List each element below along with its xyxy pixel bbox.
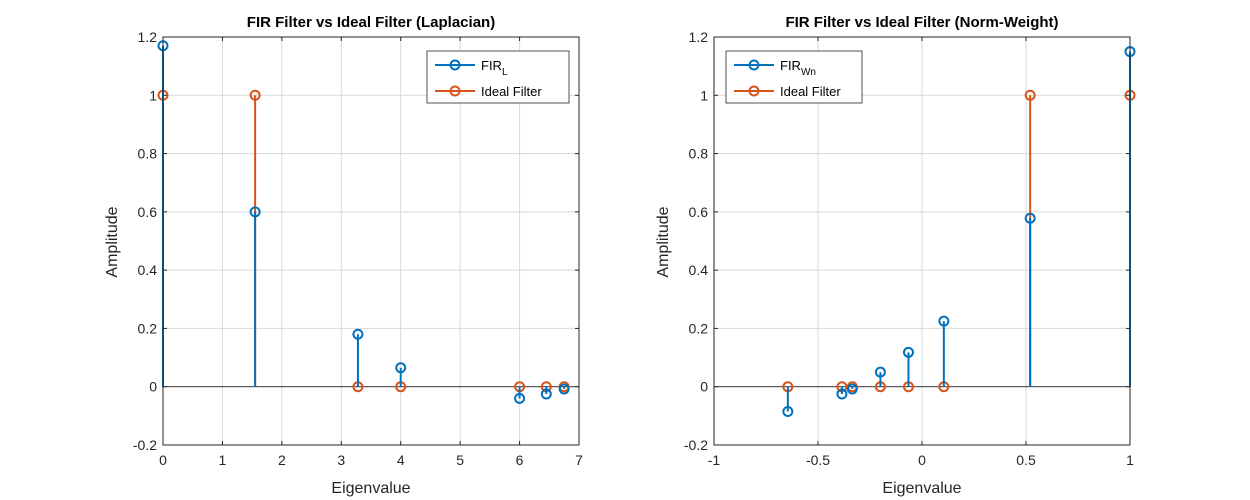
marker-fir bbox=[836, 388, 848, 400]
x-axis-label: Eigenvalue bbox=[882, 480, 961, 497]
plot-frame bbox=[162, 36, 580, 446]
y-tick-label: 0 bbox=[700, 379, 708, 395]
legend-label-fir-main: FIR bbox=[780, 58, 801, 73]
chart-title: FIR Filter vs Ideal Filter (Norm-Weight) bbox=[785, 14, 1058, 31]
y-tick-label: 0.8 bbox=[138, 146, 158, 162]
y-tick-label: 0.8 bbox=[689, 146, 709, 162]
x-tick-label: -1 bbox=[708, 452, 721, 468]
legend-label-fir-main: FIR bbox=[481, 58, 502, 73]
legend-marker-fir bbox=[748, 59, 760, 71]
marker-fir bbox=[782, 405, 794, 417]
y-axis-label: Amplitude bbox=[104, 206, 121, 277]
legend-label-fir-sub: L bbox=[502, 67, 508, 78]
marker-fir bbox=[1024, 212, 1036, 224]
y-tick-label: 1 bbox=[700, 87, 708, 103]
legend-label-ideal: Ideal Filter bbox=[481, 84, 542, 99]
marker-fir bbox=[352, 328, 364, 340]
legend-label-ideal: Ideal Filter bbox=[780, 84, 841, 99]
y-tick-label: 0.2 bbox=[138, 320, 158, 336]
x-tick-label: 4 bbox=[397, 452, 405, 468]
y-tick-label: 1 bbox=[149, 87, 157, 103]
marker-fir bbox=[395, 362, 407, 374]
marker-fir bbox=[902, 346, 914, 358]
x-tick-label: 5 bbox=[456, 452, 464, 468]
legend-marker-ideal bbox=[449, 85, 461, 97]
ticks: -1 -0.5 0 0.5 1 -0.2 0 0.2 0.4 0.6 0.8 1 1.2 bbox=[684, 29, 1134, 468]
marker-fir bbox=[514, 392, 526, 404]
x-tick-label: -0.5 bbox=[806, 452, 830, 468]
chart-norm-weight: FIR Filter vs Ideal Filter (Norm-Weight)… bbox=[655, 14, 1136, 497]
legend-label-fir: FIRWn bbox=[780, 58, 816, 78]
legend-box bbox=[725, 50, 863, 104]
legend-label-fir: FIRL bbox=[481, 58, 508, 78]
y-tick-label: 0.2 bbox=[689, 320, 709, 336]
y-axis-label: Amplitude bbox=[655, 206, 672, 277]
x-tick-label: 7 bbox=[575, 452, 583, 468]
x-tick-label: 0 bbox=[159, 452, 167, 468]
x-axis-label: Eigenvalue bbox=[331, 480, 410, 497]
y-tick-label: 0 bbox=[149, 379, 157, 395]
legend: FIRWn Ideal Filter bbox=[725, 50, 863, 104]
marker-ideal bbox=[1024, 89, 1036, 101]
y-tick-label: 0.4 bbox=[689, 262, 709, 278]
legend-marker-ideal bbox=[748, 85, 760, 97]
legend-marker-fir bbox=[449, 59, 461, 71]
y-tick-label: 0.6 bbox=[138, 204, 158, 220]
marker-fir bbox=[874, 366, 886, 378]
marker-fir bbox=[846, 383, 858, 395]
x-tick-label: 1 bbox=[219, 452, 227, 468]
legend: FIRL Ideal Filter bbox=[426, 50, 570, 104]
x-tick-label: 0.5 bbox=[1016, 452, 1036, 468]
y-tick-label: 1.2 bbox=[138, 29, 158, 45]
chart-laplacian: FIR Filter vs Ideal Filter (Laplacian) E… bbox=[104, 14, 583, 497]
x-tick-label: 1 bbox=[1126, 452, 1134, 468]
y-tick-label: 1.2 bbox=[689, 29, 709, 45]
x-tick-label: 0 bbox=[918, 452, 926, 468]
marker-ideal bbox=[249, 89, 261, 101]
y-tick-label: -0.2 bbox=[684, 437, 708, 453]
marker-fir bbox=[938, 315, 950, 327]
x-tick-label: 3 bbox=[337, 452, 345, 468]
x-tick-label: 6 bbox=[516, 452, 524, 468]
marker-fir bbox=[249, 206, 261, 218]
y-tick-label: -0.2 bbox=[133, 437, 157, 453]
chart-title: FIR Filter vs Ideal Filter (Laplacian) bbox=[247, 14, 495, 31]
ticks: 0 1 2 3 4 5 6 7-0.200.20.40.60.811.2 bbox=[133, 29, 583, 468]
legend-label-fir-sub: Wn bbox=[801, 67, 816, 78]
y-tick-label: 0.6 bbox=[689, 204, 709, 220]
y-tick-label: 0.4 bbox=[138, 262, 158, 278]
x-tick-label: 2 bbox=[278, 452, 286, 468]
marker-fir bbox=[558, 383, 570, 395]
marker-fir bbox=[540, 388, 552, 400]
